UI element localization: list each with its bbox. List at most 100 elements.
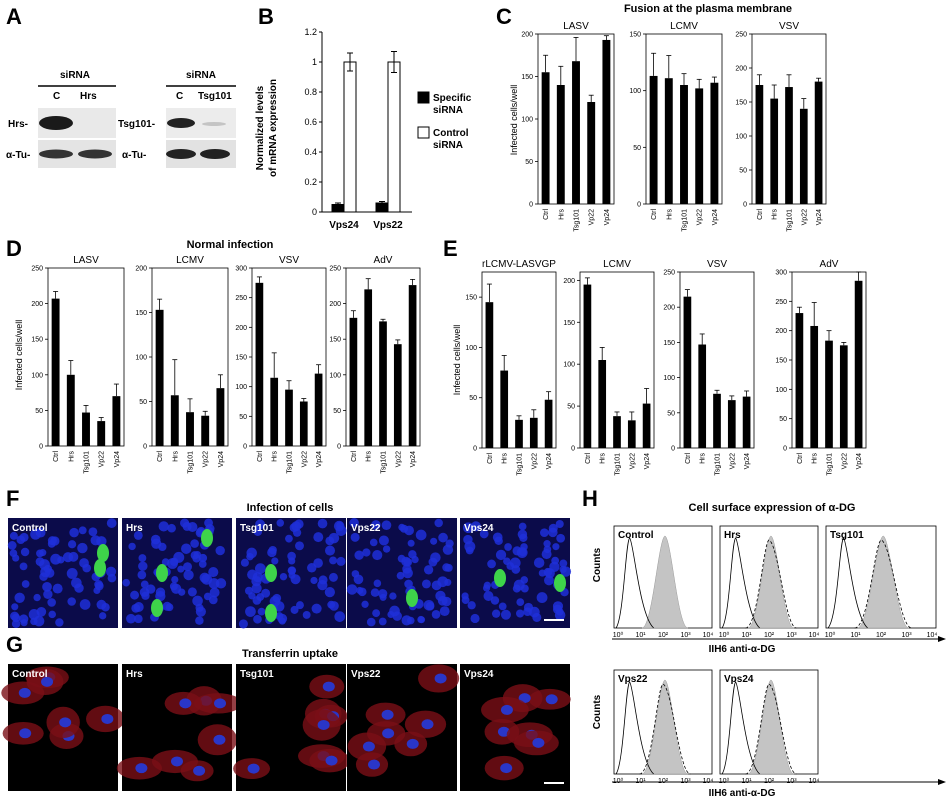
x-tick-label: Vp24: [410, 451, 417, 467]
panel-f: Infection of cells Control Hrs Tsg101 Vps22…: [7, 502, 572, 629]
micrograph-label: Hrs: [126, 669, 143, 680]
nucleus: [556, 533, 566, 543]
x-tick-label: Vp22: [697, 209, 704, 225]
nucleus: [396, 571, 405, 580]
nucleus: [255, 519, 266, 530]
nucleus: [178, 588, 186, 596]
bar: [583, 284, 592, 448]
x-tick-label: 10²: [658, 632, 669, 639]
nucleus: [179, 698, 192, 709]
nucleus: [479, 529, 489, 539]
nucleus: [307, 563, 317, 573]
nucleus: [122, 578, 131, 587]
infected-cell: [406, 589, 418, 607]
blot2-header: siRNA: [186, 70, 216, 81]
x-tick-label: Hrs: [772, 209, 779, 220]
b-ylabel-2: of mRNA expression: [268, 79, 279, 177]
nucleus: [209, 587, 220, 598]
bar: [112, 396, 121, 446]
knockdown-peak: [745, 683, 797, 775]
chart-d-adv: AdV 0 50 100 150 200 250 Ctrl Hrs Tsg101 Vp22 Vp24: [329, 255, 421, 474]
x-tick-label: Vp24: [712, 209, 719, 225]
nucleus: [354, 550, 364, 560]
y-tick-label: 100: [135, 355, 147, 362]
nucleus: [431, 580, 442, 591]
nucleus: [253, 527, 263, 536]
blot1-tubulin-band-2: [78, 149, 112, 159]
blot1-target-label: Hrs-: [8, 119, 28, 130]
x-tick-label: Vp24: [546, 453, 553, 469]
nucleus: [520, 584, 529, 593]
nucleus: [492, 532, 503, 543]
antibody-peak: [747, 679, 795, 775]
nucleus: [317, 518, 328, 529]
y-tick-label: 50: [525, 159, 533, 166]
nucleus: [138, 554, 147, 562]
bar: [170, 395, 179, 446]
panel-letter-g: G: [6, 632, 23, 657]
antibody-peak: [641, 535, 689, 629]
nucleus: [310, 576, 318, 585]
nucleus: [313, 532, 324, 543]
nucleus: [370, 588, 380, 597]
nucleus: [214, 698, 227, 709]
nucleus: [66, 568, 78, 579]
blot2-band-c: [167, 118, 195, 128]
d-ylabel: Infected cells/well: [14, 320, 24, 391]
nucleus: [180, 518, 190, 528]
x-tick-label: Vp22: [395, 451, 402, 467]
legend-specific-2: siRNA: [433, 105, 463, 116]
nucleus: [415, 529, 427, 541]
isotype-peak: [615, 681, 654, 775]
nucleus: [438, 532, 448, 543]
nucleus: [367, 759, 380, 770]
nucleus: [318, 575, 328, 585]
chart-c-lcmv: LCMV 0 50 100 150 Ctrl Hrs Tsg101 Vp22 Vp24: [629, 21, 723, 232]
x-tick-label: Vp22: [589, 209, 596, 225]
x-tick-label: 10²: [764, 632, 775, 639]
nucleus: [402, 567, 413, 579]
nucleus: [329, 556, 338, 565]
y-tick-label: 0: [473, 446, 477, 453]
x-tick-label: Vp24: [816, 209, 823, 225]
x-tick-label: Tsg101: [827, 453, 834, 476]
blot1-control-label: α-Tu-: [6, 150, 30, 161]
nucleus: [19, 728, 32, 739]
infected-cell: [494, 569, 506, 587]
antibody-peak: [641, 679, 689, 775]
blot1-band-c: [39, 116, 73, 130]
blot2-tubulin-band-2: [200, 149, 230, 159]
y-tick-label: 50: [333, 408, 341, 415]
nucleus: [381, 709, 394, 720]
nucleus: [382, 728, 395, 739]
nucleus: [336, 556, 346, 566]
nucleus: [462, 522, 474, 534]
d-title: Normal infection: [187, 239, 274, 251]
bar: [680, 85, 688, 204]
nucleus: [378, 535, 389, 546]
nucleus: [406, 616, 415, 625]
nucleus: [517, 529, 528, 540]
nucleus: [33, 593, 41, 602]
nucleus: [187, 521, 198, 532]
bar: [201, 415, 210, 446]
histogram-label: Control: [618, 530, 654, 541]
bar: [541, 72, 550, 204]
nucleus: [52, 583, 63, 594]
nucleus: [498, 602, 507, 611]
nucleus: [193, 765, 206, 776]
nucleus: [382, 545, 391, 553]
nucleus: [406, 738, 419, 749]
panel-letter-f: F: [6, 486, 19, 511]
nucleus: [10, 611, 20, 621]
x-tick-label: Vp24: [604, 209, 611, 225]
x-tick-label: Tsg101: [574, 209, 581, 232]
bar: [82, 412, 90, 446]
nucleus: [21, 580, 30, 588]
y-tick-label: 100: [663, 375, 675, 382]
panel-e: Infected cells/well rLCMV-LASVGP 0 50 100 15…: [452, 259, 867, 476]
nucleus: [366, 617, 376, 627]
y-tick-label: 150: [465, 295, 477, 302]
nucleus: [177, 565, 185, 573]
nucleus: [57, 556, 65, 564]
